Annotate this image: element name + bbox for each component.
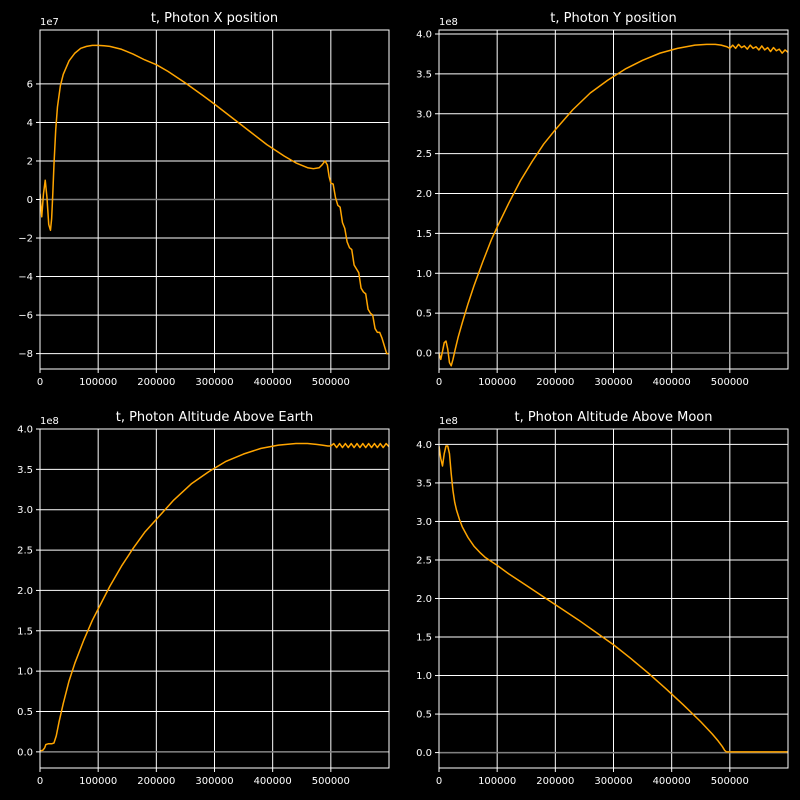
y-tick-label: 1.0 (416, 269, 432, 280)
y-tick-label: 3.5 (416, 69, 432, 80)
chart-title: t, Photon Altitude Above Moon (514, 410, 712, 425)
y-tick-label: 4 (27, 118, 33, 129)
x-tick-label: 100000 (79, 776, 117, 787)
y-tick-label: −2 (18, 234, 33, 245)
x-tick-label: 0 (436, 377, 442, 388)
y-tick-label: 3.5 (416, 478, 432, 489)
y-tick-label: 2 (27, 156, 33, 167)
y-tick-label: 1.5 (416, 633, 432, 644)
x-tick-label: 400000 (653, 377, 691, 388)
y-exponent-label: 1e8 (439, 416, 458, 427)
x-tick-label: 400000 (653, 776, 691, 787)
panel-x-position: t, Photon X position 1e7 0 100000 200000 30… (18, 11, 390, 388)
x-tick-label: 500000 (312, 776, 350, 787)
x-tick-label: 300000 (195, 776, 233, 787)
y-exponent-label: 1e8 (439, 17, 458, 28)
x-tick-label: 400000 (254, 776, 292, 787)
y-tick-label: −4 (18, 272, 33, 283)
chart-title: t, Photon X position (151, 11, 278, 26)
y-exponent-label: 1e7 (40, 17, 59, 28)
y-tick-label: 0.0 (416, 748, 432, 759)
x-tick-label: 400000 (254, 377, 292, 388)
y-tick-label: 0 (27, 195, 33, 206)
x-tick-label: 200000 (536, 776, 574, 787)
series-line (40, 442, 389, 752)
x-tick-label: 200000 (137, 377, 175, 388)
y-tick-label: 3.0 (416, 517, 432, 528)
y-tick-label: 2.0 (17, 586, 33, 597)
y-tick-label: 0.0 (17, 747, 33, 758)
x-tick-label: 500000 (312, 377, 350, 388)
y-tick-label: 0.0 (416, 349, 432, 360)
y-tick-label: 2.5 (416, 149, 432, 160)
y-tick-label: 3.0 (17, 505, 33, 516)
x-tick-label: 100000 (478, 776, 516, 787)
x-tick-label: 500000 (711, 377, 749, 388)
y-tick-label: 1.5 (416, 229, 432, 240)
y-tick-label: −6 (18, 311, 33, 322)
x-tick-label: 0 (37, 377, 43, 388)
y-tick-label: 4.0 (416, 29, 432, 40)
y-tick-label: 2.0 (416, 189, 432, 200)
y-tick-label: 4.0 (416, 440, 432, 451)
y-exponent-label: 1e8 (40, 416, 59, 427)
series-line (40, 44, 389, 355)
y-tick-label: 6 (27, 79, 33, 90)
x-tick-label: 0 (37, 776, 43, 787)
x-tick-label: 100000 (478, 377, 516, 388)
y-tick-label: 2.0 (416, 594, 432, 605)
x-tick-label: 200000 (137, 776, 175, 787)
y-tick-label: 0.5 (416, 309, 432, 320)
x-tick-label: 500000 (711, 776, 749, 787)
x-tick-label: 300000 (594, 377, 632, 388)
chart-title: t, Photon Y position (550, 11, 676, 26)
y-tick-label: 3.0 (416, 109, 432, 120)
x-tick-label: 300000 (195, 377, 233, 388)
y-tick-label: 1.0 (416, 671, 432, 682)
y-tick-label: −8 (18, 349, 33, 360)
panel-altitude-earth: t, Photon Altitude Above Earth 1e8 0 1000… (17, 410, 390, 787)
y-tick-label: 0.5 (416, 710, 432, 721)
y-tick-label: 2.5 (17, 546, 33, 557)
series-line (439, 445, 788, 753)
series-line (439, 43, 788, 367)
panel-altitude-moon: t, Photon Altitude Above Moon 1e8 0 10000… (416, 410, 789, 787)
x-tick-label: 300000 (594, 776, 632, 787)
y-tick-label: 1.0 (17, 667, 33, 678)
y-tick-label: 2.5 (416, 555, 432, 566)
chart-title: t, Photon Altitude Above Earth (116, 410, 314, 425)
y-tick-label: 0.5 (17, 707, 33, 718)
x-tick-label: 100000 (79, 377, 117, 388)
y-tick-label: 1.5 (17, 626, 33, 637)
x-tick-label: 0 (436, 776, 442, 787)
x-tick-label: 200000 (536, 377, 574, 388)
y-tick-label: 4.0 (17, 425, 33, 436)
panel-y-position: t, Photon Y position 1e8 0 100000 200000 30… (416, 11, 789, 388)
y-tick-label: 3.5 (17, 465, 33, 476)
